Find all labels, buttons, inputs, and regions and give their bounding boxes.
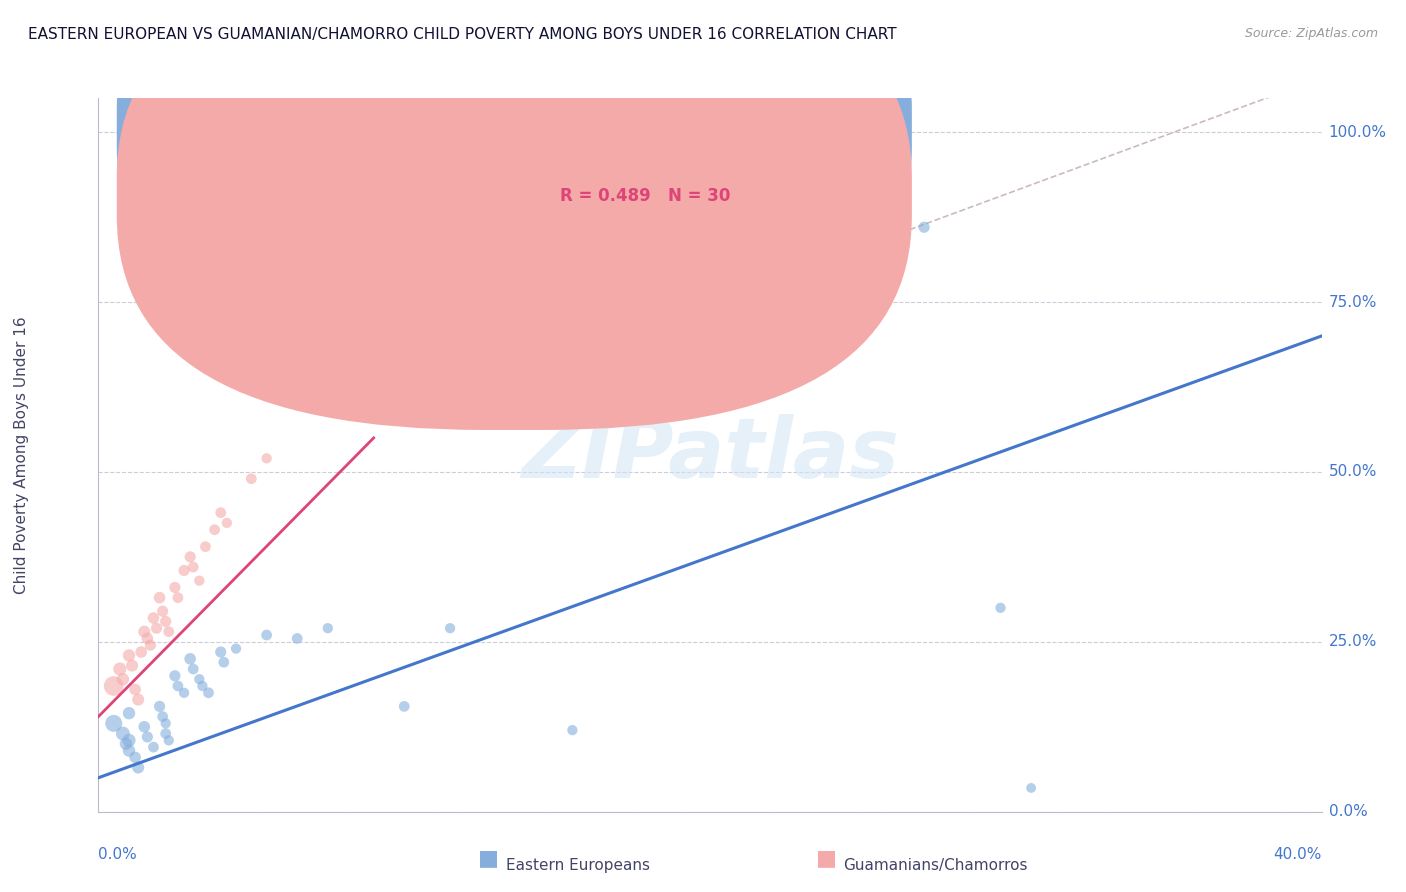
Point (136, 730, 159, 744)
Point (191, 679, 214, 693)
Text: Eastern Europeans: Eastern Europeans (506, 858, 650, 872)
Text: R = 0.489   N = 30: R = 0.489 N = 30 (560, 187, 730, 205)
Point (136, 632, 159, 646)
Point (225, 641, 247, 656)
Point (181, 560, 204, 574)
Point (142, 611, 165, 625)
Point (990, 600, 1012, 615)
Point (108, 662, 131, 676)
Point (149, 591, 172, 605)
Point (167, 591, 190, 605)
Text: Source: ZipAtlas.com: Source: ZipAtlas.com (1244, 27, 1378, 40)
Point (439, 621, 461, 635)
Point (197, 686, 219, 700)
FancyBboxPatch shape (117, 0, 912, 430)
Point (256, 451, 278, 466)
Point (155, 716, 177, 731)
Point (167, 679, 190, 693)
FancyBboxPatch shape (117, 0, 912, 362)
Point (212, 655, 235, 669)
Text: Child Poverty Among Boys Under 16: Child Poverty Among Boys Under 16 (14, 316, 28, 594)
Text: 0.0%: 0.0% (98, 847, 138, 863)
Point (194, 540, 217, 554)
Point (124, 682, 146, 697)
Point (332, 350, 354, 364)
Point (103, 716, 125, 731)
Point (179, 652, 201, 666)
Point (188, 574, 211, 588)
Point (179, 549, 201, 564)
Point (157, 733, 180, 747)
Point (127, 760, 149, 774)
Point (163, 581, 186, 595)
Point (240, 472, 263, 486)
Point (204, 523, 226, 537)
Point (134, 624, 156, 639)
Point (181, 662, 204, 676)
Point (118, 648, 141, 663)
Text: R = 0.680   N = 36: R = 0.680 N = 36 (560, 120, 730, 137)
Point (256, 628, 278, 642)
Point (215, 516, 238, 530)
Point (152, 604, 174, 618)
Text: Guamanians/Chamorros: Guamanians/Chamorros (844, 858, 1028, 872)
Text: ■: ■ (478, 848, 499, 868)
Text: 40.0%: 40.0% (1274, 847, 1322, 863)
Point (115, 737, 138, 751)
Point (912, 220, 935, 235)
Point (173, 686, 195, 700)
Text: ZIPatlas: ZIPatlas (522, 415, 898, 495)
Text: EASTERN EUROPEAN VS GUAMANIAN/CHAMORRO CHILD POVERTY AMONG BOYS UNDER 16 CORRELA: EASTERN EUROPEAN VS GUAMANIAN/CHAMORRO C… (28, 27, 897, 42)
Point (145, 621, 167, 635)
Point (392, 699, 416, 714)
Text: 0.0%: 0.0% (1329, 805, 1368, 819)
Point (139, 638, 162, 652)
Point (152, 709, 174, 723)
Point (209, 506, 232, 520)
Point (111, 726, 134, 740)
Point (285, 632, 308, 646)
Point (316, 621, 339, 635)
Point (163, 669, 186, 683)
Point (157, 624, 180, 639)
Point (118, 733, 141, 747)
FancyBboxPatch shape (453, 109, 796, 234)
Point (142, 740, 165, 755)
Point (124, 750, 146, 764)
Point (209, 645, 232, 659)
Text: 75.0%: 75.0% (1329, 294, 1376, 310)
Text: 25.0%: 25.0% (1329, 634, 1376, 649)
Point (121, 658, 143, 673)
Point (155, 615, 177, 629)
Point (118, 743, 141, 757)
Point (561, 723, 583, 738)
Text: 100.0%: 100.0% (1329, 125, 1386, 140)
Point (134, 720, 156, 734)
Text: 50.0%: 50.0% (1329, 465, 1376, 479)
Point (111, 672, 134, 686)
Point (173, 564, 195, 578)
Point (127, 692, 149, 706)
Point (129, 645, 152, 659)
Point (155, 726, 177, 740)
Point (188, 672, 211, 686)
Point (1019, 780, 1042, 795)
Text: ■: ■ (815, 848, 837, 868)
Point (103, 679, 125, 693)
Point (149, 699, 172, 714)
Point (118, 706, 141, 721)
